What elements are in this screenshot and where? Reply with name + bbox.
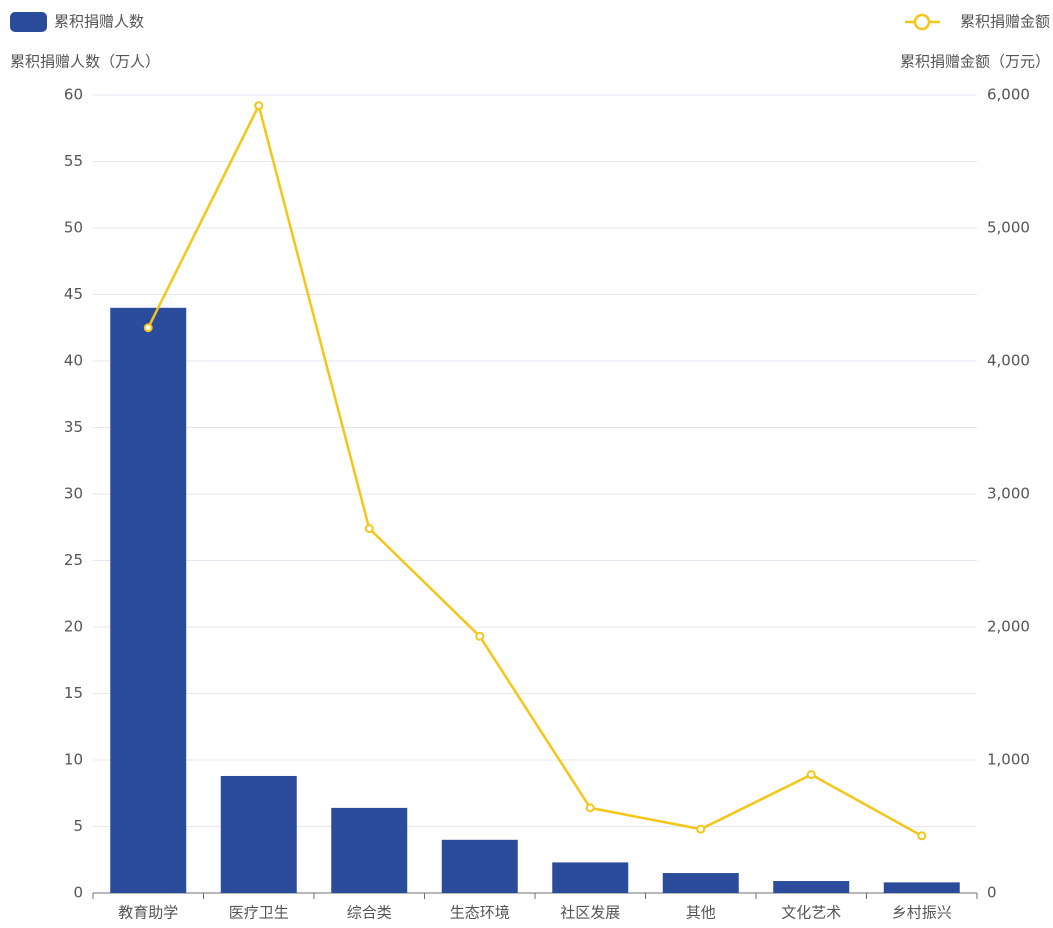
y-tick-label: 10 [64,751,83,769]
y-tick-label: 15 [64,684,83,702]
line-point [364,524,374,534]
legend-swatch [10,12,47,32]
y-tick-label: 50 [64,219,83,237]
line [147,102,923,837]
line-point [475,631,485,641]
line-point [696,824,706,834]
y2-tick-label: 6,000 [987,86,1030,104]
y2-tick-label: 1,000 [987,751,1030,769]
legend-label: 累积捐赠人数 [54,13,144,31]
y-tick-label: 30 [64,485,83,503]
x-tick-label: 生态环境 [450,904,510,922]
bar [662,873,739,893]
x-tick-label: 文化艺术 [781,904,841,922]
y-tick-label: 35 [64,418,83,436]
bar [552,862,629,893]
x-tick-label: 医疗卫生 [229,904,289,922]
x-tick-label: 其他 [686,904,716,922]
x-tick-label: 乡村振兴 [892,904,952,922]
bar [773,881,850,893]
legend-label: 累积捐赠金额 [960,13,1050,31]
x-tick-label: 社区发展 [560,904,620,922]
line-point [806,770,816,780]
y2-tick-label: 2,000 [987,618,1030,636]
y2-tick-label: 4,000 [987,352,1030,370]
y-tick-label: 60 [64,86,83,104]
legend-swatch [913,13,931,31]
bar [441,839,518,893]
y-axis-title: 累积捐赠人数（万人） [10,53,160,71]
line-point [254,101,264,111]
y-tick-label: 45 [64,285,83,303]
y-tick-label: 0 [73,884,83,902]
x-tick-label: 教育助学 [118,904,178,922]
y-tick-label: 40 [64,352,83,370]
bar [331,807,408,893]
y-tick-label: 20 [64,618,83,636]
bar [220,775,297,893]
line-point [917,831,927,841]
bar [110,307,187,893]
y2-tick-label: 5,000 [987,219,1030,237]
y2-axis-title: 累积捐赠金额（万元） [900,53,1050,71]
y-tick-label: 25 [64,551,83,569]
y2-tick-label: 0 [987,884,997,902]
bar [883,882,960,893]
y2-tick-label: 3,000 [987,485,1030,503]
x-tick-label: 综合类 [347,904,392,922]
line-point [585,803,595,813]
line-point [143,323,153,333]
y-tick-label: 5 [73,817,83,835]
y-tick-label: 55 [64,152,83,170]
